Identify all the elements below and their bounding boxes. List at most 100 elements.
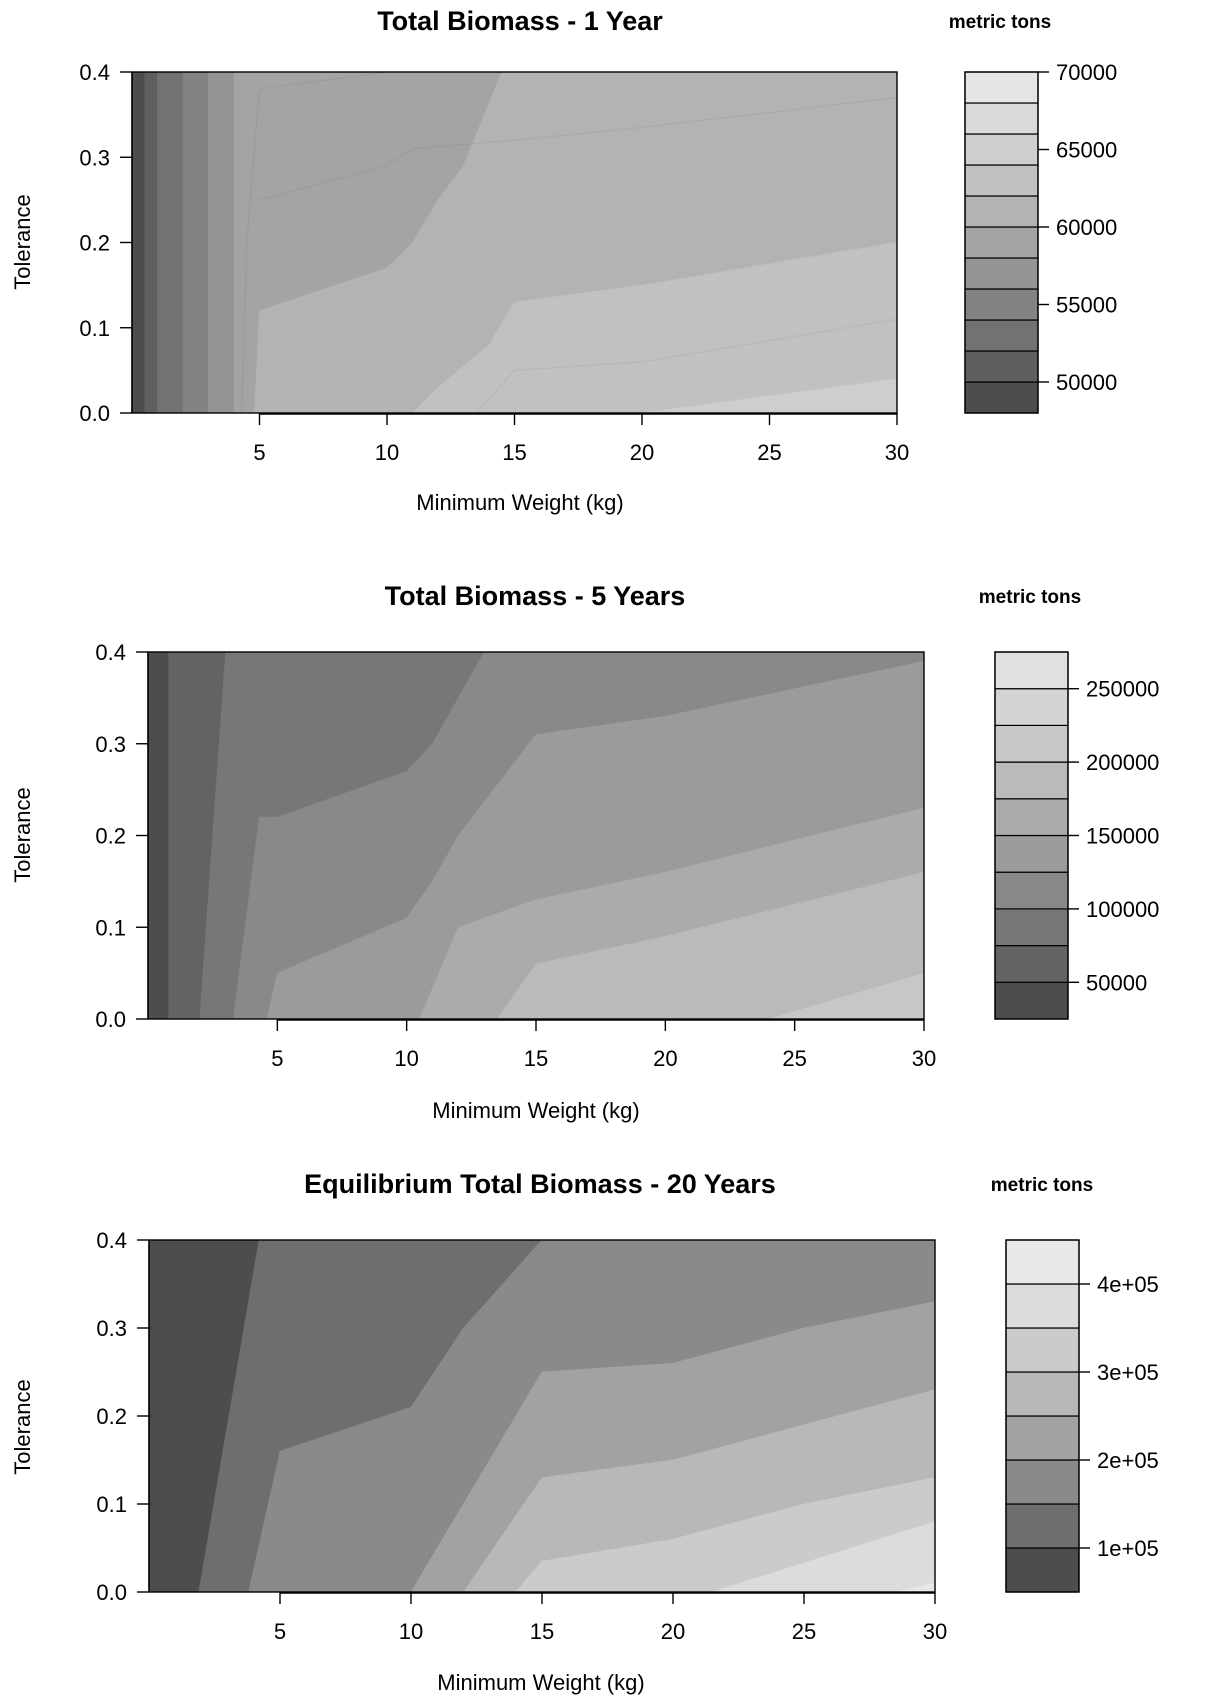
x-tick-label: 15: [524, 1046, 548, 1071]
legend-tick-label: 2e+05: [1097, 1448, 1159, 1473]
color-legend: 50000 55000 60000 65000 70000: [964, 60, 1117, 414]
contour-band: [412, 72, 897, 413]
legend-swatch: [994, 981, 1069, 1020]
legend-title: metric tons: [949, 12, 1051, 33]
y-tick-label: 0.2: [96, 1404, 127, 1429]
legend-swatch: [964, 288, 1039, 321]
legend-swatch: [964, 195, 1039, 228]
chart-panel-3: 5 10 15 20 25 30 0.0 0.1 0.2 0.3 0.4 Equilibrium To…: [10, 1169, 1159, 1695]
legend-swatch: [994, 651, 1069, 690]
y-tick-label: 0.0: [79, 401, 110, 426]
x-tick-label: 20: [653, 1046, 677, 1071]
legend-swatch: [964, 350, 1039, 383]
x-tick-label: 10: [394, 1046, 418, 1071]
legend-swatch: [964, 319, 1039, 352]
contour-band: [712, 1521, 935, 1592]
contour-fills: [148, 652, 924, 1019]
legend-swatch: [994, 724, 1069, 763]
x-tick-label: 10: [375, 440, 399, 465]
y-tick-label: 0.3: [79, 145, 110, 170]
legend-tick-label: 65000: [1056, 138, 1117, 163]
y-tick-label: 0.1: [95, 915, 126, 940]
legend-swatch: [994, 908, 1069, 947]
x-axis: 5 10 15 20 25 30: [253, 413, 909, 465]
contour-fills: [132, 72, 897, 413]
legend-title: metric tons: [991, 1175, 1093, 1196]
y-tick-label: 0.3: [96, 1316, 127, 1341]
legend-tick-label: 150000: [1086, 824, 1159, 849]
contour-band: [496, 871, 924, 1019]
x-axis-label: Minimum Weight (kg): [437, 1670, 644, 1695]
contour-fills: [149, 1240, 935, 1592]
x-tick-label: 15: [502, 440, 526, 465]
x-axis-label: Minimum Weight (kg): [416, 490, 623, 515]
x-tick-label: 30: [885, 440, 909, 465]
legend-swatch: [1005, 1503, 1080, 1549]
y-axis-label: Tolerance: [10, 787, 35, 882]
legend-swatch: [1005, 1371, 1080, 1417]
y-tick-label: 0.1: [96, 1492, 127, 1517]
contour-line: [259, 97, 897, 201]
x-tick-label: 25: [782, 1046, 806, 1071]
legend-swatch: [964, 133, 1039, 166]
legend-swatch: [964, 71, 1039, 104]
x-tick-label: 5: [274, 1619, 286, 1644]
legend-swatch: [1005, 1283, 1080, 1329]
y-tick-label: 0.0: [95, 1007, 126, 1032]
x-tick-label: 5: [253, 440, 265, 465]
legend-swatch: [994, 834, 1069, 873]
chart-panel-2: 5 10 15 20 25 30 0.0 0.1 0.2 0.3 0.4 Total Biomass …: [10, 581, 1159, 1123]
y-axis: 0.0 0.1 0.2 0.3 0.4: [95, 640, 149, 1032]
contour-band: [768, 972, 924, 1019]
x-axis: 5 10 15 20 25 30: [274, 1592, 947, 1644]
y-tick-label: 0.1: [79, 316, 110, 341]
x-tick-label: 5: [271, 1046, 283, 1071]
color-legend: 50000 100000 150000 200000 250000: [994, 651, 1159, 1020]
y-axis-label: Tolerance: [10, 194, 35, 289]
y-tick-label: 0.3: [95, 732, 126, 757]
y-axis-label: Tolerance: [10, 1379, 35, 1474]
legend-swatch: [964, 226, 1039, 259]
contour-line: [241, 72, 388, 413]
legend-tick-label: 3e+05: [1097, 1360, 1159, 1385]
legend-tick-label: 55000: [1056, 293, 1117, 318]
contour-band: [895, 1582, 935, 1592]
legend-swatch: [994, 944, 1069, 983]
legend-tick-label: 4e+05: [1097, 1272, 1159, 1297]
legend-swatch: [964, 257, 1039, 290]
legend-tick-label: 70000: [1056, 60, 1117, 85]
x-tick-label: 15: [530, 1619, 554, 1644]
color-legend: 1e+05 2e+05 3e+05 4e+05: [1005, 1239, 1159, 1593]
legend-tick-label: 50000: [1086, 970, 1147, 995]
chart-title: Total Biomass - 5 Years: [385, 581, 686, 611]
y-tick-label: 0.0: [96, 1580, 127, 1605]
y-tick-label: 0.4: [96, 1228, 127, 1253]
x-tick-label: 25: [757, 440, 781, 465]
legend-swatch: [964, 164, 1039, 197]
x-tick-label: 20: [630, 440, 654, 465]
x-tick-label: 10: [399, 1619, 423, 1644]
legend-swatch: [1005, 1327, 1080, 1373]
y-axis: 0.0 0.1 0.2 0.3 0.4: [96, 1228, 150, 1605]
y-tick-label: 0.2: [95, 824, 126, 849]
legend-tick-label: 60000: [1056, 215, 1117, 240]
legend-swatch: [1005, 1459, 1080, 1505]
legend-tick-label: 250000: [1086, 677, 1159, 702]
chart-title: Equilibrium Total Biomass - 20 Years: [304, 1169, 776, 1199]
legend-swatch: [1005, 1415, 1080, 1461]
y-tick-label: 0.4: [79, 60, 110, 85]
y-axis: 0.0 0.1 0.2 0.3 0.4: [79, 60, 133, 426]
y-tick-label: 0.4: [95, 640, 126, 665]
contour-line: [475, 318, 897, 413]
x-tick-label: 30: [912, 1046, 936, 1071]
x-axis: 5 10 15 20 25 30: [271, 1019, 936, 1071]
chart-panel-1: 5 10 15 20 25 30 0.0 0.1 0.2 0.3 0.4 Total Biomass …: [10, 6, 1117, 515]
legend-title: metric tons: [979, 587, 1081, 608]
x-tick-label: 25: [792, 1619, 816, 1644]
legend-swatch: [994, 798, 1069, 837]
legend-tick-label: 50000: [1056, 370, 1117, 395]
legend-swatch: [994, 688, 1069, 727]
legend-swatch: [994, 871, 1069, 910]
y-tick-label: 0.2: [79, 231, 110, 256]
